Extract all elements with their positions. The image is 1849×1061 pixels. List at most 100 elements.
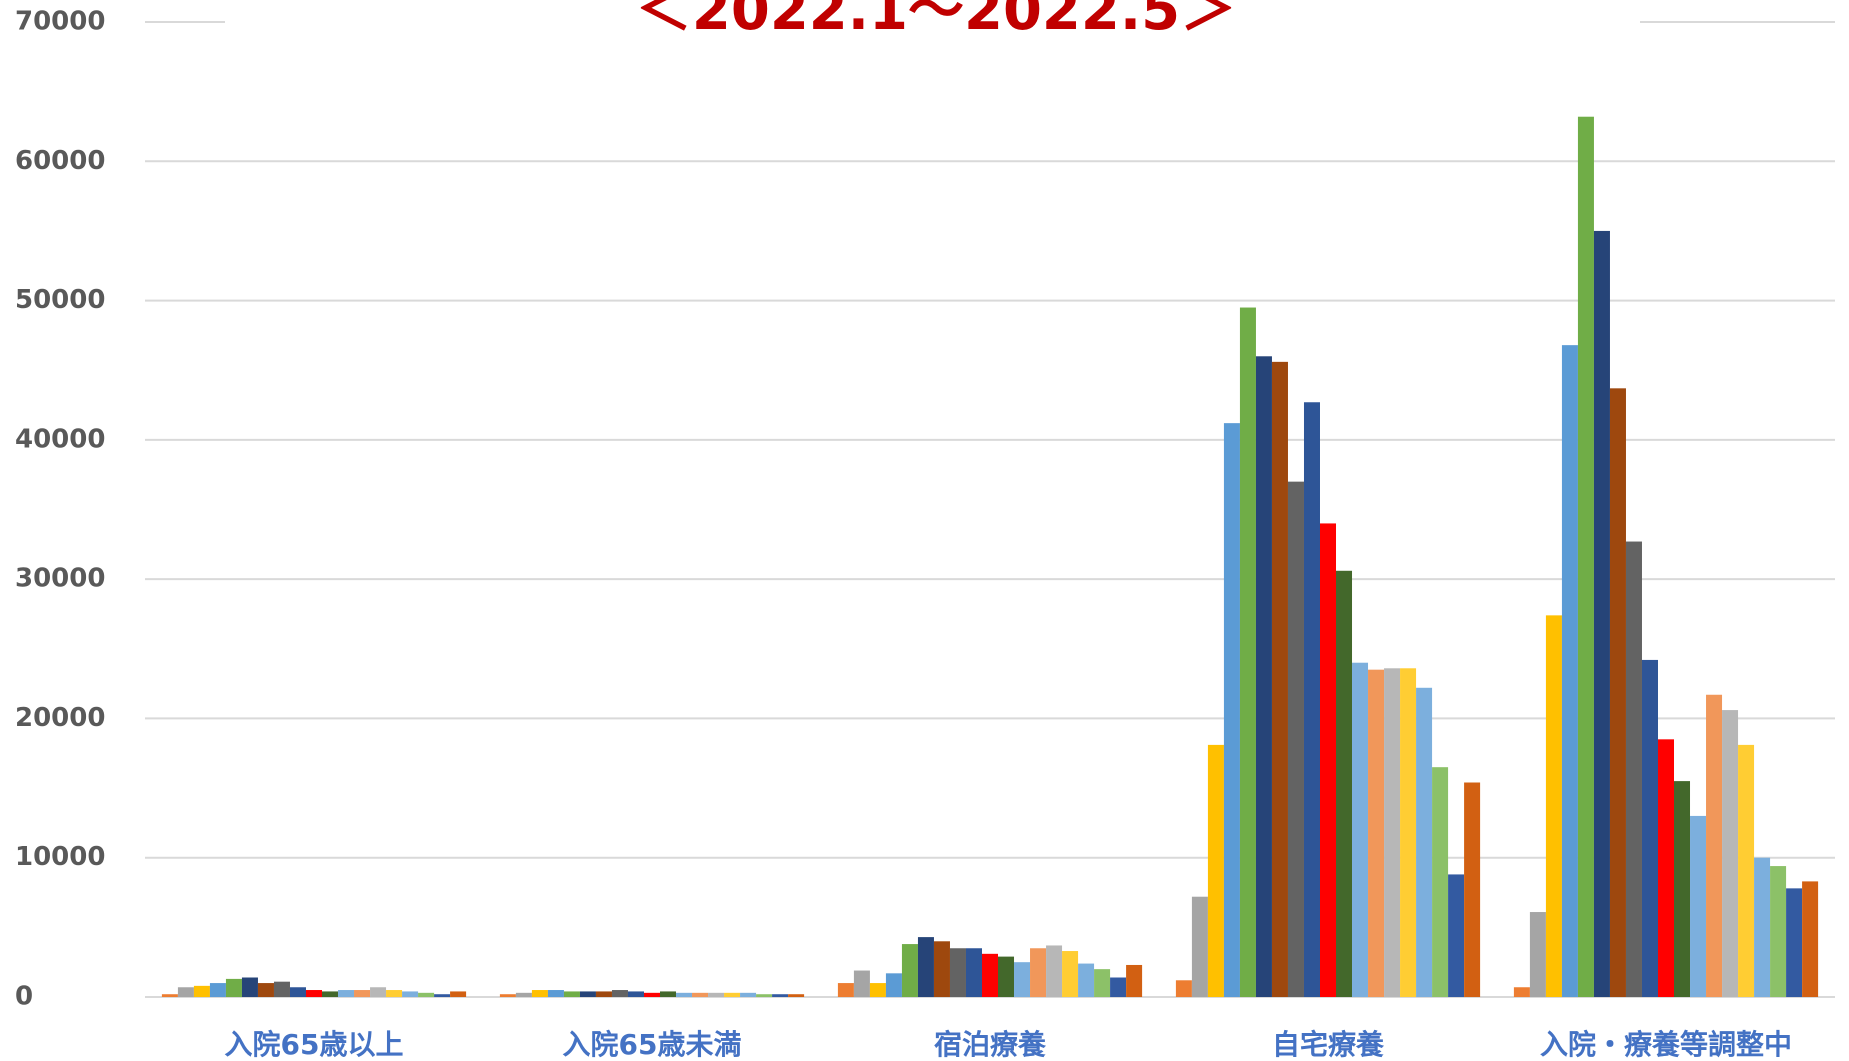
bar <box>579 991 596 997</box>
bar <box>322 991 339 997</box>
x-tick-label: 自宅療養 <box>1272 1028 1384 1061</box>
bar <box>1287 481 1304 998</box>
bar <box>1416 687 1433 997</box>
bar <box>1400 668 1417 997</box>
bar <box>627 991 644 997</box>
bar <box>1223 423 1240 998</box>
y-tick-label: 10000 <box>15 842 105 872</box>
bar <box>643 992 661 997</box>
bar <box>1336 570 1353 997</box>
bar <box>1786 888 1803 997</box>
bar <box>1352 662 1369 997</box>
bar <box>1384 668 1401 997</box>
bar <box>1690 815 1707 997</box>
bar <box>515 992 532 997</box>
bar <box>1529 912 1546 997</box>
bar <box>1657 739 1675 997</box>
bar <box>708 992 725 997</box>
bar <box>611 990 628 997</box>
x-tick-label: 入院65歳以上 <box>225 1028 404 1061</box>
bar <box>1754 857 1771 997</box>
bar <box>1770 866 1787 997</box>
bar <box>563 991 580 997</box>
bar <box>1545 615 1562 997</box>
bar <box>225 978 242 997</box>
bar <box>1738 744 1755 997</box>
bar <box>1368 669 1385 997</box>
bar <box>257 983 274 997</box>
bar <box>354 990 371 997</box>
bar <box>1625 541 1642 997</box>
bar <box>1126 964 1143 997</box>
bar <box>885 973 902 997</box>
y-tick-label: 30000 <box>15 564 105 594</box>
bar <box>965 948 982 997</box>
bar <box>1641 659 1658 997</box>
y-tick-label: 0 <box>15 982 33 1012</box>
bar <box>1239 307 1256 997</box>
bar <box>1094 969 1111 997</box>
x-tick-label: 入院65歳未満 <box>563 1028 742 1061</box>
bar <box>1609 388 1626 998</box>
x-tick-label: 入院・療養等調整中 <box>1540 1028 1792 1061</box>
bar <box>1110 977 1127 997</box>
bar <box>949 948 966 997</box>
bar <box>531 990 548 997</box>
y-tick-label: 70000 <box>15 7 105 37</box>
bar <box>1030 948 1047 997</box>
bar <box>1175 980 1192 997</box>
bar <box>901 944 918 997</box>
bar <box>209 983 226 997</box>
bar <box>869 983 886 997</box>
bar <box>740 992 757 997</box>
bar <box>692 992 709 997</box>
bar <box>177 987 194 997</box>
bar <box>1014 962 1031 997</box>
bar <box>1561 345 1578 998</box>
bar <box>1319 523 1337 997</box>
bar <box>1706 694 1723 997</box>
grid <box>145 21 1835 998</box>
bar <box>450 991 467 997</box>
bar <box>660 991 677 997</box>
bar <box>193 985 210 997</box>
bar <box>1674 781 1691 997</box>
bar <box>1046 945 1063 997</box>
bar <box>917 937 934 997</box>
bar <box>1078 963 1095 997</box>
chart-title: ＜2022.1～2022.5＞ <box>636 0 1236 43</box>
bar <box>998 956 1015 997</box>
bar <box>338 990 355 997</box>
bar <box>1513 987 1530 997</box>
y-tick-label: 40000 <box>15 424 105 454</box>
y-tick-label: 20000 <box>15 703 105 733</box>
bars <box>161 116 1819 998</box>
bar <box>595 991 612 997</box>
bar <box>1191 896 1208 997</box>
bar <box>1577 116 1594 997</box>
bar <box>1593 230 1610 997</box>
bar <box>499 994 516 997</box>
bar <box>305 990 323 997</box>
title-backdrop <box>225 0 1640 45</box>
bar <box>676 992 693 997</box>
bar <box>772 994 789 997</box>
bar <box>289 987 306 997</box>
bar <box>1722 710 1739 997</box>
y-tick-label: 60000 <box>15 146 105 176</box>
bar <box>788 994 805 997</box>
bar <box>1207 744 1224 997</box>
bar <box>241 977 258 997</box>
bar <box>853 970 870 997</box>
bar <box>1062 951 1079 997</box>
bar <box>1432 767 1449 997</box>
bar <box>386 990 403 997</box>
bar <box>756 994 773 997</box>
bar <box>370 987 387 997</box>
bar <box>1303 402 1320 997</box>
bar <box>418 992 435 997</box>
bar <box>161 994 178 997</box>
bar <box>434 994 451 997</box>
bar <box>1448 874 1465 997</box>
